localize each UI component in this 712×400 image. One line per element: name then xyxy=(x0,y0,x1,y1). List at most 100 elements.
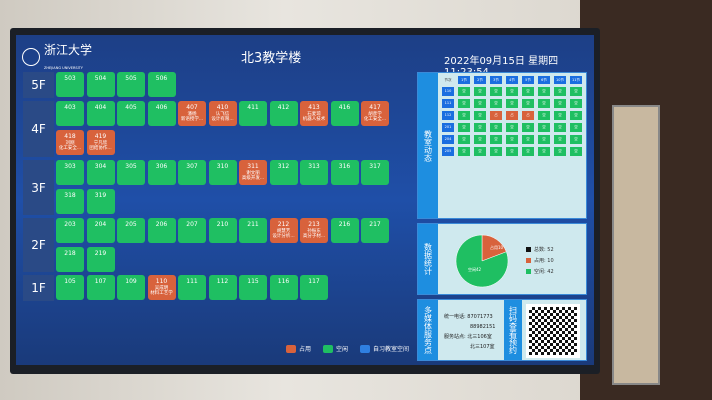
room-cell[interactable]: 403 xyxy=(56,101,84,126)
room-cell[interactable]: 410 认飞信 设计有限... xyxy=(208,101,237,126)
room-cell[interactable]: 109 xyxy=(117,275,145,300)
classroom-dynamics-panel: 教室动态 节次 1节 2节 3节 4节 5节 6节 10节 11节 110 空空空空空空空空 111 空… xyxy=(417,72,587,219)
schedule-cell: 空 xyxy=(538,135,550,144)
room-number: 218 xyxy=(64,250,76,257)
room-cell[interactable]: 412 xyxy=(269,101,298,126)
course-name: 高分子材... xyxy=(302,234,326,239)
room-cell[interactable]: 206 xyxy=(147,218,176,243)
room-cell[interactable]: 205 xyxy=(117,218,145,243)
room-cell[interactable]: 407 潘杨 新语授学... xyxy=(178,101,206,126)
room-cell[interactable]: 319 xyxy=(86,189,115,214)
room-number: 303 xyxy=(64,163,76,170)
room-cell[interactable]: 303 xyxy=(56,160,84,185)
room-header: 205 xyxy=(442,147,454,156)
room-cell[interactable]: 306 xyxy=(147,160,176,185)
schedule-cell: 空 xyxy=(458,99,470,108)
room-cell[interactable]: 317 xyxy=(361,160,389,185)
room-number: 109 xyxy=(125,278,137,285)
busy-swatch xyxy=(286,344,296,353)
teacher-name: 认飞信 xyxy=(215,112,230,117)
map-legend: 占用 空闲 自习教室空间 xyxy=(286,344,409,353)
period-header: 6节 xyxy=(538,76,550,84)
occupancy-pie-chart: 占用10 空闲42 xyxy=(455,234,509,288)
room-cell[interactable]: 318 xyxy=(56,189,84,214)
room-cell[interactable]: 506 xyxy=(147,72,176,97)
seal-icon xyxy=(22,47,40,66)
room-cell[interactable]: 404 xyxy=(86,101,115,126)
schedule-cell: 空 xyxy=(570,135,582,144)
room-cell[interactable]: 310 xyxy=(208,160,237,185)
room-number: 405 xyxy=(125,104,137,111)
legend-total-label: 总数: 52 xyxy=(534,247,554,253)
room-cell[interactable]: 418 刘刚 化工安全... xyxy=(56,130,84,155)
pie-label-busy: 占用10 xyxy=(490,244,504,250)
room-cell[interactable]: 107 xyxy=(86,275,115,300)
room-cell[interactable]: 213 孙振东 高分子材... xyxy=(300,218,328,243)
room-cell[interactable]: 413 石麦琼 机器人技术 xyxy=(300,101,328,126)
room-cell[interactable]: 216 xyxy=(330,218,359,243)
room-header: 201 xyxy=(442,123,454,132)
room-cell[interactable]: 416 xyxy=(330,101,359,126)
qr-code-icon[interactable] xyxy=(526,304,580,358)
room-cell[interactable]: 110 吴成明 材料工艺学 xyxy=(147,275,176,300)
schedule-cell: 占 xyxy=(490,111,502,120)
room-cell[interactable]: 212 胡慧芳 设计分析... xyxy=(269,218,298,243)
pie-legend: 总数: 52 占用: 10 空闲: 42 xyxy=(526,246,554,279)
room-cell[interactable]: 304 xyxy=(86,160,115,185)
room-cell[interactable]: 316 xyxy=(330,160,359,185)
room-cell[interactable]: 311 谢文丽 高级开发... xyxy=(239,160,267,185)
schedule-cell: 空 xyxy=(522,99,534,108)
room-cell[interactable]: 313 xyxy=(300,160,328,185)
room-number: 312 xyxy=(277,163,290,170)
room-cell[interactable]: 117 xyxy=(300,275,328,300)
window xyxy=(612,105,660,385)
room-cell[interactable]: 504 xyxy=(86,72,115,97)
schedule-cell: 空 xyxy=(554,147,566,156)
room-number: 410 xyxy=(216,104,229,111)
schedule-cell: 空 xyxy=(554,123,566,132)
room-cell[interactable]: 312 xyxy=(269,160,298,185)
room-cell[interactable]: 204 xyxy=(86,218,115,243)
room-cell[interactable]: 211 xyxy=(239,218,267,243)
room-number: 319 xyxy=(94,192,107,199)
room-cell[interactable]: 406 xyxy=(147,101,176,126)
room-cell[interactable]: 217 xyxy=(361,218,389,243)
room-cell[interactable]: 210 xyxy=(208,218,237,243)
room-number: 217 xyxy=(369,221,381,228)
room-cell[interactable]: 503 xyxy=(56,72,84,97)
room-cell[interactable]: 505 xyxy=(117,72,145,97)
room-number: 205 xyxy=(125,221,137,228)
schedule-cell: 空 xyxy=(474,99,486,108)
period-header: 11节 xyxy=(570,76,582,84)
room-cell[interactable]: 112 xyxy=(208,275,237,300)
schedule-cell: 空 xyxy=(490,147,502,156)
room-number: 105 xyxy=(64,278,76,285)
room-number: 416 xyxy=(338,104,351,111)
room-cell[interactable]: 419 宁凡欣 团结协作... xyxy=(86,130,115,155)
room-header: 204 xyxy=(442,135,454,144)
period-header: 2节 xyxy=(474,76,486,84)
room-cell[interactable]: 307 xyxy=(178,160,206,185)
schedule-cell: 空 xyxy=(522,87,534,96)
room-cell[interactable]: 105 xyxy=(56,275,84,300)
room-cell[interactable]: 219 xyxy=(86,247,115,272)
course-name: 设计分析... xyxy=(272,234,295,239)
teacher-name: 孙振东 xyxy=(307,229,321,234)
room-cell[interactable]: 116 xyxy=(269,275,298,300)
corner-header: 节次 xyxy=(444,78,452,82)
schedule-cell: 空 xyxy=(538,123,550,132)
room-cell[interactable]: 411 xyxy=(239,101,267,126)
site-label: 服务站点: xyxy=(444,334,466,340)
phone-1: 87071773 xyxy=(467,314,493,320)
room-cell[interactable]: 207 xyxy=(178,218,206,243)
room-cell[interactable]: 305 xyxy=(117,160,145,185)
floor-label: 2F xyxy=(23,218,54,272)
room-cell[interactable]: 218 xyxy=(56,247,84,272)
schedule-cell: 空 xyxy=(554,111,566,120)
room-cell[interactable]: 417 胡彦学 化工安全... xyxy=(361,101,389,126)
room-cell[interactable]: 111 xyxy=(178,275,206,300)
room-cell[interactable]: 115 xyxy=(239,275,267,300)
room-cell[interactable]: 203 xyxy=(56,218,84,243)
room-cell[interactable]: 405 xyxy=(117,101,145,126)
schedule-cell: 空 xyxy=(522,135,534,144)
